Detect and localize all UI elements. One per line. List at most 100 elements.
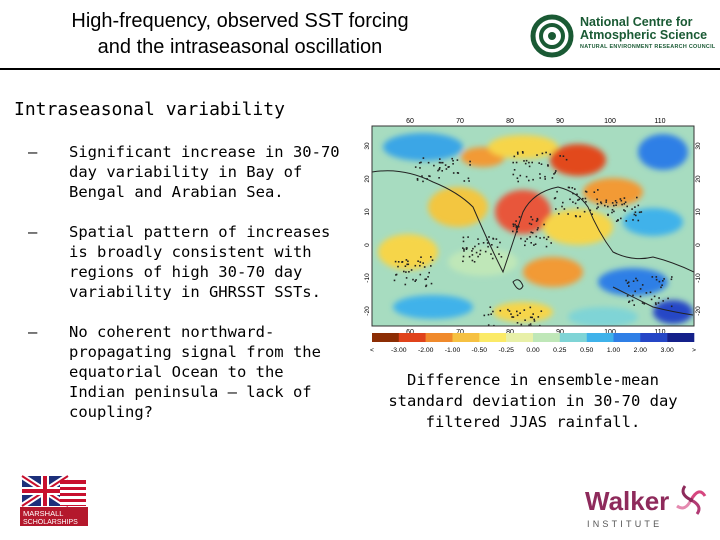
stipple-dot (482, 242, 485, 244)
lat-tick-label-right: -10 (695, 273, 702, 283)
stipple-dot (462, 236, 465, 239)
title-line-1: High-frequency, observed SST forcing (71, 10, 409, 32)
colorbar-swatch (398, 333, 426, 342)
stipple-dot (567, 213, 569, 215)
stipple-dot (430, 282, 433, 285)
stipple-dot (528, 165, 531, 168)
colorbar-swatch (425, 333, 453, 342)
lon-tick-label-bottom: 80 (506, 329, 514, 336)
stipple-dot (559, 155, 561, 157)
stipple-dot (491, 257, 494, 260)
stipple-dot (624, 201, 627, 203)
stipple-dot (408, 271, 410, 273)
ncas-name: National Centre for Atmospheric Science (580, 16, 707, 42)
lon-tick-label-bottom: 70 (456, 329, 464, 336)
stipple-dot (636, 196, 638, 199)
stipple-dot (462, 260, 464, 263)
colorbar-swatch (452, 333, 480, 342)
bullet-marker: – (28, 223, 38, 241)
stipple-dot (545, 245, 548, 248)
ncas-name-line-1: National Centre for (580, 15, 693, 29)
stipple-dot (479, 253, 481, 256)
lon-tick-label-bottom: 60 (406, 329, 414, 336)
stipple-dot (579, 215, 581, 218)
stipple-dot (653, 295, 656, 298)
stipple-dot (605, 199, 608, 202)
stipple-dot (596, 198, 598, 201)
colorbar-swatch (613, 333, 641, 342)
stipple-dot (520, 237, 522, 240)
stipple-dot (417, 260, 419, 262)
stipple-dot (524, 162, 527, 165)
stipple-dot (607, 205, 609, 208)
colorbar-swatch (479, 333, 507, 342)
stipple-dot (555, 170, 557, 172)
colorbar-label: 2.00 (634, 347, 647, 354)
stipple-dot (533, 320, 536, 322)
stipple-dot (620, 217, 622, 220)
stipple-dot (525, 175, 528, 178)
stipple-dot (540, 310, 543, 312)
stipple-dot (619, 198, 622, 200)
stipple-dot (407, 263, 410, 266)
stipple-dot (522, 152, 524, 154)
stipple-dot (440, 161, 442, 164)
lon-tick-label-bottom: 110 (654, 329, 665, 336)
stipple-dot (536, 219, 539, 221)
stipple-dot (456, 159, 459, 161)
colorbar-swatch (667, 333, 695, 342)
bullet-item: – Spatial pattern of increases is broadl… (28, 222, 348, 302)
stipple-dot (516, 151, 519, 154)
stipple-dot (539, 177, 541, 179)
stipple-dot (475, 251, 478, 254)
stipple-dot (568, 186, 571, 189)
stipple-dot (510, 313, 512, 315)
stipple-dot (525, 159, 528, 162)
stipple-dot (635, 277, 637, 280)
marshall-logo-line-1: MARSHALL (23, 509, 63, 518)
stipple-dot (637, 219, 640, 222)
stipple-dot (539, 237, 541, 239)
stipple-dot (531, 316, 533, 319)
stipple-dot (535, 235, 538, 238)
stipple-dot (452, 163, 454, 165)
stipple-dot (655, 303, 657, 306)
stipple-dot (490, 313, 492, 315)
stipple-dot (617, 219, 619, 221)
colorbar-label: -3.00 (391, 347, 407, 354)
stipple-dot (625, 220, 628, 222)
bullet-list: – Significant increase in 30-70 day vari… (28, 142, 348, 422)
bullet-item: – No coherent northward-propagating sign… (28, 322, 348, 422)
stipple-dot (515, 161, 518, 164)
stipple-dot (514, 223, 516, 226)
stipple-dot (415, 279, 417, 281)
stipple-dot (438, 168, 440, 170)
stipple-dot (611, 211, 613, 214)
lat-tick-label-left: 0 (364, 243, 371, 247)
stipple-dot (515, 220, 517, 222)
stipple-dot (410, 269, 413, 271)
lat-tick-label-left: 20 (364, 175, 371, 183)
stipple-dot (516, 310, 518, 313)
walker-logo-name: Walker (585, 486, 669, 516)
stipple-dot (499, 309, 502, 312)
colorbar-swatch (533, 333, 561, 342)
stipple-dot (634, 206, 636, 208)
stipple-dot (516, 230, 518, 233)
stipple-dot (404, 265, 407, 267)
stipple-dot (515, 226, 518, 229)
stipple-dot (427, 276, 429, 278)
stipple-dot (516, 314, 519, 317)
stipple-dot (512, 225, 515, 227)
stipple-dot (495, 238, 498, 240)
stipple-dot (627, 281, 630, 283)
stipple-dot (585, 191, 588, 193)
stipple-dot (596, 207, 598, 210)
colorbar-swatch (506, 333, 534, 342)
stipple-dot (539, 324, 541, 326)
colorbar-label: 0.00 (526, 347, 539, 354)
stipple-dot (451, 157, 453, 160)
stipple-dot (425, 285, 427, 288)
stipple-dot (662, 300, 664, 302)
colorbar-label: 0.50 (580, 347, 593, 354)
